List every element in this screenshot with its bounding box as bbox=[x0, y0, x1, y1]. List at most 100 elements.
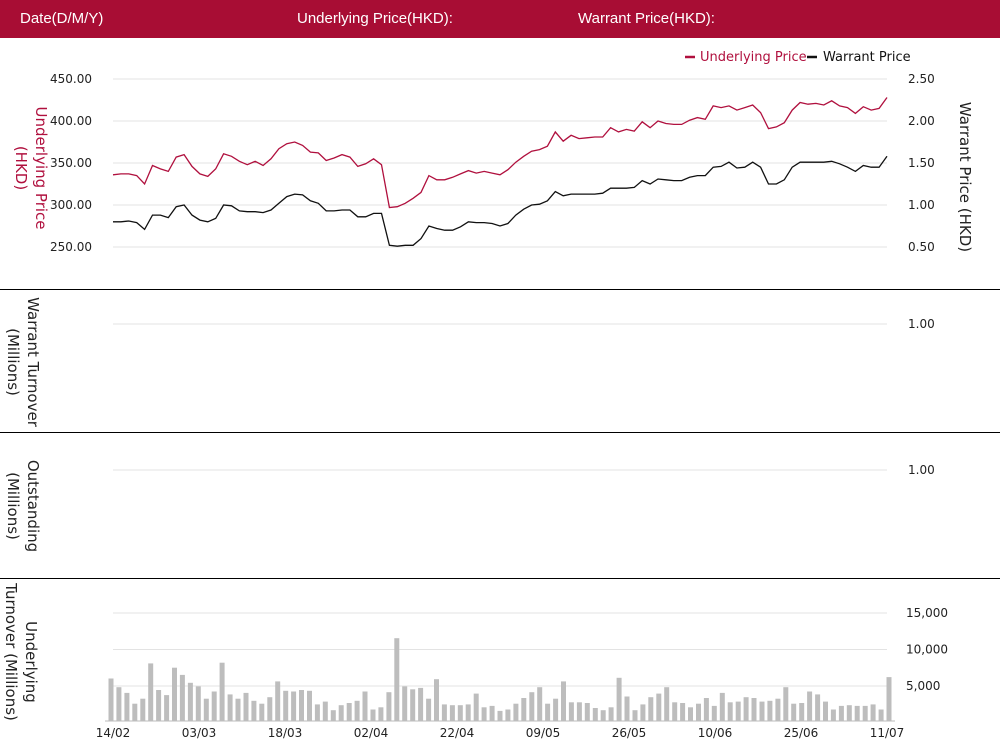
y-tick-label-right: 10,000 bbox=[906, 643, 948, 657]
turnover-bar bbox=[426, 698, 432, 721]
turnover-bar bbox=[886, 677, 892, 721]
x-tick-label: 10/06 bbox=[698, 726, 733, 740]
turnover-bar bbox=[838, 705, 844, 721]
turnover-bar bbox=[489, 705, 495, 721]
turnover-bar bbox=[116, 687, 122, 721]
y-tick-label-left: 300.00 bbox=[50, 198, 92, 212]
x-tick-label: 26/05 bbox=[612, 726, 647, 740]
turnover-bar bbox=[179, 674, 185, 721]
turnover-bar bbox=[481, 707, 487, 721]
warrant-turnover-title-line1: Warrant Turnover bbox=[24, 297, 42, 428]
turnover-bar bbox=[497, 710, 503, 721]
legend-label-warrant[interactable]: Warrant Price bbox=[823, 50, 911, 65]
turnover-bar bbox=[830, 709, 836, 721]
main-gridlines bbox=[113, 78, 887, 248]
y-tick-label-right: 15,000 bbox=[906, 606, 948, 620]
turnover-bar bbox=[751, 698, 757, 721]
turnover-bar bbox=[346, 703, 352, 721]
turnover-bar bbox=[600, 710, 606, 721]
turnover-bar bbox=[203, 698, 209, 721]
turnover-bar bbox=[719, 692, 725, 721]
turnover-bar bbox=[259, 703, 265, 721]
x-tick-label: 11/07 bbox=[870, 726, 905, 740]
turnover-bar bbox=[132, 703, 138, 721]
turnover-bar bbox=[632, 710, 638, 721]
turnover-bar bbox=[696, 703, 701, 721]
y-tick-label-right: 1.00 bbox=[908, 463, 935, 477]
turnover-bar bbox=[362, 691, 368, 721]
right-axis-ticks: 2.50 2.00 1.50 1.00 0.50 bbox=[908, 72, 935, 254]
warrant-turnover-panel: 1.00 bbox=[113, 317, 935, 331]
header-bar: Date(D/M/Y) Underlying Price(HKD): Warra… bbox=[0, 0, 1000, 38]
turnover-bar bbox=[140, 698, 146, 721]
turnover-bar bbox=[648, 697, 654, 721]
turnover-bar bbox=[338, 705, 344, 721]
warrant-turnover-title-line2: (Millions) bbox=[4, 328, 22, 396]
y-tick-label-right: 2.00 bbox=[908, 114, 935, 128]
legend[interactable]: Underlying Price Warrant Price bbox=[685, 50, 911, 65]
turnover-bar bbox=[441, 704, 447, 721]
turnover-bar bbox=[322, 701, 328, 721]
turnover-bar bbox=[235, 698, 241, 721]
turnover-bar bbox=[172, 667, 177, 721]
y-tick-label-right: 5,000 bbox=[906, 679, 940, 693]
y-tick-label-left: 250.00 bbox=[50, 240, 92, 254]
underlying-turnover-bars bbox=[108, 638, 892, 721]
turnover-bar bbox=[251, 700, 257, 721]
turnover-bar bbox=[291, 691, 297, 721]
turnover-bar bbox=[370, 709, 376, 721]
turnover-bar bbox=[473, 693, 479, 721]
turnover-bar bbox=[568, 702, 574, 721]
outstanding-panel: 1.00 bbox=[113, 463, 935, 477]
turnover-bar bbox=[378, 707, 384, 721]
turnover-bar bbox=[767, 700, 773, 721]
outstanding-title-line2: (Millions) bbox=[4, 472, 22, 540]
turnover-bar bbox=[584, 703, 590, 721]
turnover-bar bbox=[219, 662, 225, 721]
turnover-bar bbox=[457, 705, 463, 721]
x-tick-label: 09/05 bbox=[526, 726, 561, 740]
turnover-bar bbox=[124, 692, 130, 721]
turnover-bar bbox=[195, 686, 201, 721]
turnover-bar bbox=[743, 697, 749, 721]
turnover-bar bbox=[735, 701, 741, 721]
turnover-bar bbox=[791, 703, 797, 721]
turnover-bar bbox=[656, 693, 662, 721]
turnover-bar bbox=[870, 704, 876, 721]
y-tick-label-left: 450.00 bbox=[50, 72, 92, 86]
legend-label-underlying[interactable]: Underlying Price bbox=[700, 50, 807, 65]
turnover-bar bbox=[330, 710, 336, 721]
turnover-bar bbox=[783, 687, 789, 721]
turnover-bar bbox=[759, 701, 765, 721]
turnover-bar bbox=[640, 704, 646, 721]
turnover-bar bbox=[807, 691, 813, 721]
turnover-bar bbox=[537, 687, 543, 721]
turnover-bar bbox=[815, 694, 821, 721]
underlying-turnover-title-line1: Underlying bbox=[22, 621, 40, 703]
turnover-bar bbox=[449, 705, 455, 721]
x-tick-label: 22/04 bbox=[440, 726, 475, 740]
turnover-bar bbox=[862, 705, 868, 721]
underlying-turnover-title-line2: Turnover (Millions) bbox=[2, 582, 20, 721]
turnover-bar bbox=[664, 687, 670, 721]
y-tick-label-right: 0.50 bbox=[908, 240, 935, 254]
turnover-bar bbox=[553, 698, 559, 721]
turnover-bar bbox=[434, 679, 439, 721]
turnover-bar bbox=[307, 690, 312, 721]
turnover-bar bbox=[576, 702, 582, 721]
turnover-bar bbox=[465, 704, 471, 721]
turnover-bar bbox=[410, 689, 416, 721]
y-tick-label-left: 350.00 bbox=[50, 156, 92, 170]
turnover-bar bbox=[680, 703, 686, 721]
left-axis-ticks: 450.00 400.00 350.00 300.00 250.00 bbox=[50, 72, 92, 254]
y-tick-label-right: 1.00 bbox=[908, 198, 935, 212]
turnover-bar bbox=[703, 698, 709, 721]
turnover-bar bbox=[799, 703, 805, 721]
date-label: Date(D/M/Y) bbox=[20, 10, 104, 27]
series-line-warrant-price bbox=[113, 155, 888, 247]
turnover-bar bbox=[314, 704, 320, 721]
turnover-bar bbox=[608, 707, 614, 721]
turnover-bar bbox=[854, 705, 860, 721]
turnover-bar bbox=[624, 696, 630, 721]
turnover-bar bbox=[394, 638, 400, 721]
